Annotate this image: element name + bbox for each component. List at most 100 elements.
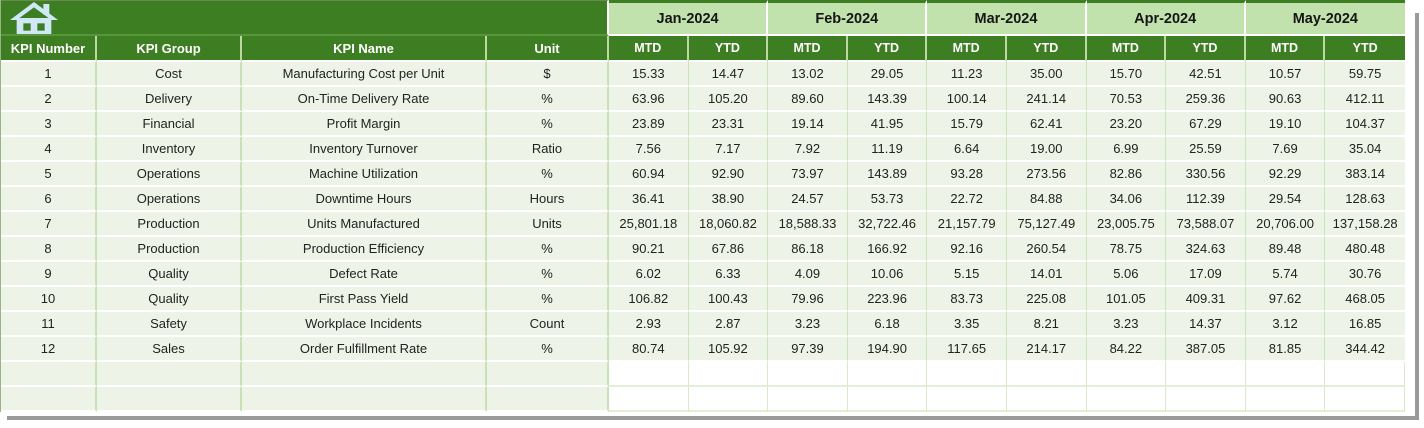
cell-value[interactable]: 260.54 bbox=[1006, 237, 1087, 262]
cell-value[interactable]: 100.43 bbox=[688, 287, 769, 312]
cell-value[interactable]: 67.86 bbox=[688, 237, 769, 262]
cell-kpi-number[interactable]: 11 bbox=[1, 312, 97, 337]
cell-value[interactable]: 30.76 bbox=[1325, 262, 1405, 287]
cell-empty[interactable] bbox=[1166, 362, 1246, 387]
cell-kpi-number[interactable]: 5 bbox=[1, 162, 97, 187]
cell-value[interactable]: 89.48 bbox=[1245, 237, 1326, 262]
cell-kpi-group[interactable]: Production bbox=[97, 212, 242, 237]
cell-value[interactable]: 75,127.49 bbox=[1006, 212, 1087, 237]
cell-value[interactable]: 41.95 bbox=[847, 112, 928, 137]
cell-kpi-group[interactable]: Operations bbox=[97, 187, 242, 212]
cell-kpi-name[interactable]: Machine Utilization bbox=[242, 162, 487, 187]
cell-empty[interactable] bbox=[97, 387, 242, 412]
cell-value[interactable]: 35.00 bbox=[1006, 62, 1087, 87]
cell-value[interactable]: 14.01 bbox=[1006, 262, 1087, 287]
month-header-feb[interactable]: Feb-2024 bbox=[768, 0, 928, 36]
cell-unit[interactable]: % bbox=[487, 337, 609, 362]
cell-value[interactable]: 273.56 bbox=[1006, 162, 1087, 187]
cell-value[interactable]: 93.28 bbox=[927, 162, 1007, 187]
cell-value[interactable]: 36.41 bbox=[609, 187, 689, 212]
cell-unit[interactable]: Units bbox=[487, 212, 609, 237]
cell-value[interactable]: 38.90 bbox=[688, 187, 769, 212]
cell-empty[interactable] bbox=[609, 362, 689, 387]
cell-kpi-group[interactable]: Quality bbox=[97, 262, 242, 287]
cell-empty[interactable] bbox=[1006, 387, 1087, 412]
cell-kpi-number[interactable]: 4 bbox=[1, 137, 97, 162]
cell-value[interactable]: 79.96 bbox=[768, 287, 848, 312]
cell-kpi-group[interactable]: Financial bbox=[97, 112, 242, 137]
cell-value[interactable]: 18,060.82 bbox=[688, 212, 769, 237]
cell-value[interactable]: 11.23 bbox=[927, 62, 1007, 87]
cell-unit[interactable]: % bbox=[487, 237, 609, 262]
cell-value[interactable]: 344.42 bbox=[1325, 337, 1405, 362]
cell-value[interactable]: 143.39 bbox=[847, 87, 928, 112]
cell-value[interactable]: 383.14 bbox=[1325, 162, 1405, 187]
cell-value[interactable]: 480.48 bbox=[1325, 237, 1405, 262]
cell-value[interactable]: 92.16 bbox=[927, 237, 1007, 262]
cell-value[interactable]: 225.08 bbox=[1006, 287, 1087, 312]
month-header-may[interactable]: May-2024 bbox=[1245, 0, 1405, 36]
cell-empty[interactable] bbox=[609, 387, 689, 412]
cell-kpi-group[interactable]: Sales bbox=[97, 337, 242, 362]
cell-value[interactable]: 194.90 bbox=[847, 337, 928, 362]
cell-value[interactable]: 214.17 bbox=[1006, 337, 1087, 362]
cell-kpi-name[interactable]: Manufacturing Cost per Unit bbox=[242, 62, 487, 87]
cell-value[interactable]: 22.72 bbox=[927, 187, 1007, 212]
cell-value[interactable]: 42.51 bbox=[1166, 62, 1246, 87]
cell-kpi-name[interactable]: Order Fulfillment Rate bbox=[242, 337, 487, 362]
cell-value[interactable]: 82.86 bbox=[1086, 162, 1167, 187]
cell-value[interactable]: 166.92 bbox=[847, 237, 928, 262]
cell-value[interactable]: 6.64 bbox=[927, 137, 1007, 162]
cell-value[interactable]: 3.23 bbox=[1086, 312, 1167, 337]
cell-empty[interactable] bbox=[1006, 362, 1087, 387]
cell-value[interactable]: 29.05 bbox=[847, 62, 928, 87]
cell-value[interactable]: 24.57 bbox=[768, 187, 848, 212]
cell-value[interactable]: 259.36 bbox=[1166, 87, 1246, 112]
cell-value[interactable]: 13.02 bbox=[768, 62, 848, 87]
cell-kpi-number[interactable]: 1 bbox=[1, 62, 97, 87]
cell-empty[interactable] bbox=[1086, 362, 1167, 387]
cell-value[interactable]: 83.73 bbox=[927, 287, 1007, 312]
cell-value[interactable]: 468.05 bbox=[1325, 287, 1405, 312]
cell-value[interactable]: 92.90 bbox=[688, 162, 769, 187]
cell-value[interactable]: 3.35 bbox=[927, 312, 1007, 337]
cell-value[interactable]: 89.60 bbox=[768, 87, 848, 112]
cell-value[interactable]: 128.63 bbox=[1325, 187, 1405, 212]
cell-value[interactable]: 223.96 bbox=[847, 287, 928, 312]
cell-value[interactable]: 17.09 bbox=[1166, 262, 1246, 287]
cell-empty[interactable] bbox=[1325, 362, 1405, 387]
cell-value[interactable]: 15.70 bbox=[1086, 62, 1167, 87]
cell-kpi-group[interactable]: Cost bbox=[97, 62, 242, 87]
cell-value[interactable]: 19.00 bbox=[1006, 137, 1087, 162]
cell-value[interactable]: 86.18 bbox=[768, 237, 848, 262]
cell-value[interactable]: 78.75 bbox=[1086, 237, 1167, 262]
cell-value[interactable]: 409.31 bbox=[1166, 287, 1246, 312]
cell-value[interactable]: 2.93 bbox=[609, 312, 689, 337]
cell-value[interactable]: 19.14 bbox=[768, 112, 848, 137]
cell-empty[interactable] bbox=[847, 387, 928, 412]
cell-empty[interactable] bbox=[1245, 362, 1326, 387]
cell-value[interactable]: 15.79 bbox=[927, 112, 1007, 137]
cell-value[interactable]: 241.14 bbox=[1006, 87, 1087, 112]
cell-value[interactable]: 21,157.79 bbox=[927, 212, 1007, 237]
cell-value[interactable]: 6.02 bbox=[609, 262, 689, 287]
cell-kpi-group[interactable]: Operations bbox=[97, 162, 242, 187]
cell-empty[interactable] bbox=[1, 362, 97, 387]
cell-value[interactable]: 92.29 bbox=[1245, 162, 1326, 187]
cell-value[interactable]: 7.92 bbox=[768, 137, 848, 162]
cell-value[interactable]: 101.05 bbox=[1086, 287, 1167, 312]
cell-empty[interactable] bbox=[1245, 387, 1326, 412]
cell-value[interactable]: 23,005.75 bbox=[1086, 212, 1167, 237]
cell-kpi-number[interactable]: 7 bbox=[1, 212, 97, 237]
month-header-jan[interactable]: Jan-2024 bbox=[609, 0, 769, 36]
cell-value[interactable]: 34.06 bbox=[1086, 187, 1167, 212]
cell-kpi-name[interactable]: Inventory Turnover bbox=[242, 137, 487, 162]
cell-kpi-name[interactable]: Defect Rate bbox=[242, 262, 487, 287]
cell-kpi-group[interactable]: Safety bbox=[97, 312, 242, 337]
cell-value[interactable]: 10.57 bbox=[1245, 62, 1326, 87]
cell-value[interactable]: 80.74 bbox=[609, 337, 689, 362]
cell-kpi-name[interactable]: Profit Margin bbox=[242, 112, 487, 137]
cell-value[interactable]: 5.06 bbox=[1086, 262, 1167, 287]
cell-value[interactable]: 387.05 bbox=[1166, 337, 1246, 362]
cell-value[interactable]: 2.87 bbox=[688, 312, 769, 337]
